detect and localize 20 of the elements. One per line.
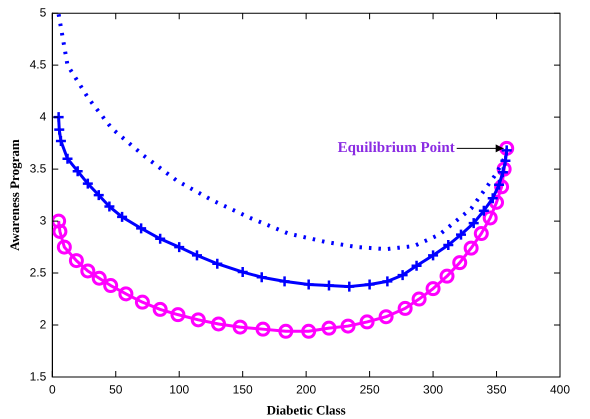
y-axis-title: Awareness Program	[7, 139, 22, 251]
y-tick-label: 5	[40, 6, 47, 20]
y-tick-label: 2	[40, 317, 47, 332]
y-tick-label: 4.5	[30, 57, 47, 72]
x-axis-title: Diabetic Class	[266, 402, 346, 418]
y-tick-label: 3	[40, 213, 47, 228]
y-tick-label: 4	[40, 109, 47, 124]
x-tick-label: 50	[109, 382, 123, 397]
x-tick-label: 250	[360, 382, 380, 397]
x-tick-label: 200	[296, 382, 316, 397]
y-tick-label: 1.5	[30, 369, 47, 384]
x-tick-label: 150	[232, 382, 254, 397]
x-tick-label: 400	[550, 382, 570, 397]
x-tick-label: 300	[423, 382, 444, 397]
x-tick-label: 350	[486, 382, 507, 397]
annotation: Equilibrium Point	[338, 140, 455, 156]
y-tick-label: 3.5	[30, 161, 47, 176]
x-tick-label: 100	[169, 382, 190, 397]
y-tick-label: 2.5	[30, 265, 47, 280]
x-tick-label: 0	[48, 382, 56, 397]
